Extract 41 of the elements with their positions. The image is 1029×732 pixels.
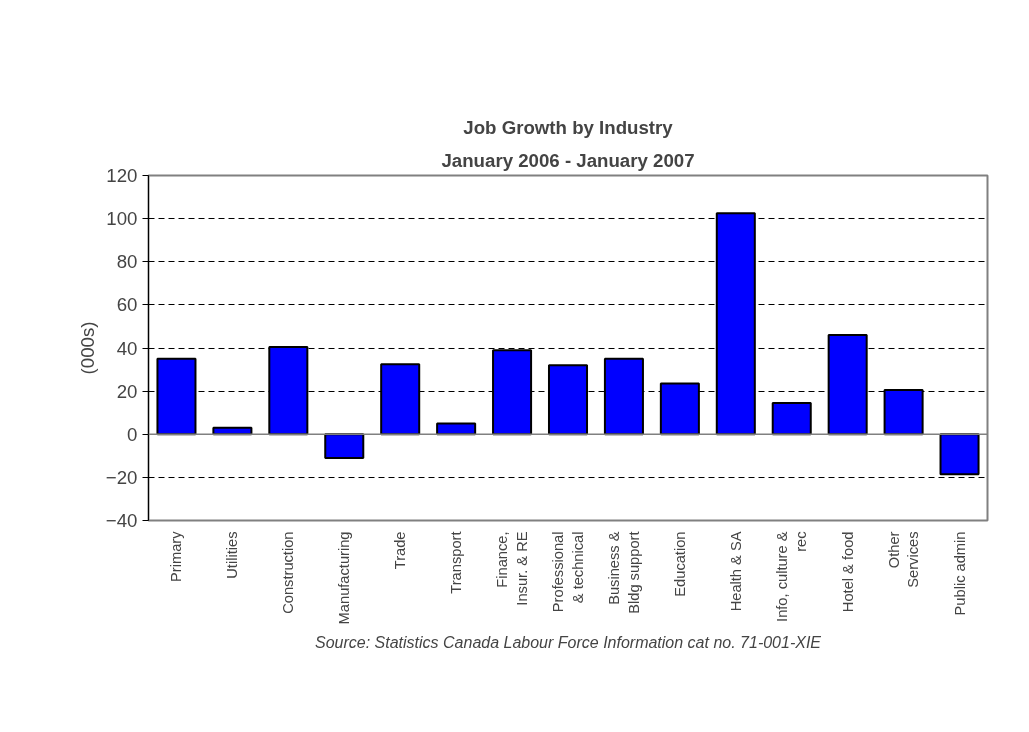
y-axis-title: (000s) [76,321,98,375]
chart-title: Job Growth by Industry [463,116,674,138]
y-tick-label: −20 [105,466,138,488]
x-tick-label: Business & Bldg support [606,531,642,614]
source-note: Source: Statistics Canada Labour Force Information cat no. 71-001-XIE [314,633,822,651]
bar [380,363,421,436]
x-tick-label: Trade [392,531,409,570]
x-tick-label: Construction [280,531,297,614]
y-tick-label: 80 [116,251,138,273]
x-tick-label: Transport [448,531,465,594]
x-tick-label: Primary [168,530,185,582]
bar [547,364,589,436]
x-tick-label: Education [671,531,688,597]
x-tick-label: Utilities [224,531,241,579]
x-tick-label: Hotel & food [839,531,856,613]
chart-subtitle: January 2006 - January 2007 [441,149,695,171]
x-tick-label: Info, culture & rec [774,531,810,622]
bar [883,389,924,436]
bar [324,433,365,459]
x-tick-label: Professional & technical [550,531,586,613]
y-tick-label: 120 [106,165,138,186]
bar [939,433,980,476]
y-tick-label: 0 [127,423,138,445]
x-tick-label: Other Services [886,531,922,588]
bar [492,349,533,436]
bar [268,345,309,436]
y-tick-label: −40 [105,510,138,531]
bar [827,334,868,436]
y-tick-label: 100 [106,208,138,230]
x-tick-label: Public admin [951,531,968,616]
x-tick-label: Health & SA [727,531,744,612]
bar [603,357,644,436]
bar [436,422,477,436]
x-tick-label: Manufacturing [336,531,353,625]
y-tick-label: 40 [116,337,138,359]
bar [659,382,700,436]
x-tick-label: Finance, Insur. & RE [494,531,530,606]
y-tick-label: 60 [116,294,138,316]
y-tick-label: 20 [116,380,138,402]
bar [156,357,197,436]
bar [771,401,812,436]
